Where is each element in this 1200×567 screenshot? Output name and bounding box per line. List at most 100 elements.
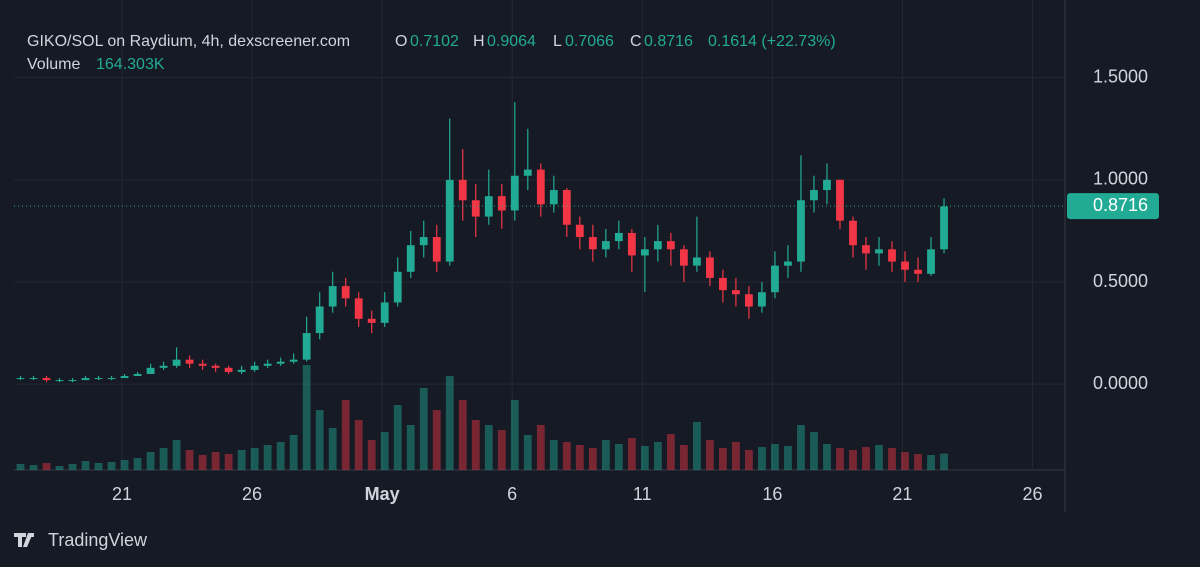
candle-body [471,200,480,217]
volume-bar [692,422,701,470]
volume-value: 164.303K [96,56,165,73]
volume-bar [614,444,623,470]
candle-body [536,169,545,205]
candle-body [367,318,376,323]
volume-bar [445,376,454,470]
volume-bar [94,463,103,470]
volume-bar [940,453,948,470]
volume-bar [523,435,532,470]
volume-bar [862,447,870,470]
volume-bar [914,454,922,470]
marks [14,102,1065,470]
x-tick-label: 26 [242,484,262,504]
x-tick-label: 21 [112,484,132,504]
volume-bar [732,442,740,470]
volume-bar [758,447,766,470]
volume-bar [146,452,155,470]
candle-body [523,169,532,176]
last-price-box [1067,193,1159,220]
candle-body [575,224,584,238]
candle-body [719,277,727,291]
volume-bar [42,463,51,470]
volume-bar [211,452,220,470]
candle-body [94,378,103,380]
volume-bar [172,440,181,470]
candle-body [198,363,207,366]
candle-body [185,359,194,364]
candle-body [393,271,402,303]
candle-body [211,365,220,368]
candle-body [732,290,740,295]
volume-bar [393,405,402,470]
volume-bar [302,365,311,470]
candle-body [354,298,363,319]
candle-body [627,232,636,256]
candle-body [81,378,90,381]
volume-bar [133,458,142,470]
candle-body [862,245,870,254]
candle-body [875,249,883,254]
candle-body [666,241,675,250]
volume-bar [836,448,844,470]
candle-body [263,363,272,366]
candle-body [497,196,506,211]
volume-bar [875,445,883,470]
volume-bar [784,446,792,470]
candle-body [68,380,77,382]
volume-bar [705,440,714,470]
y-tick-label: 0.0000 [1093,373,1148,393]
candle-body [120,376,129,379]
c-label: C [630,33,642,50]
volume-bar [510,400,519,470]
candle-body [705,257,714,278]
y-tick-label: 0.5000 [1093,271,1148,291]
volume-bar [679,445,688,470]
volume-bar [653,442,662,470]
candle-body [797,200,805,262]
change: 0.1614 (+22.73%) [708,33,836,50]
candle-body [614,232,623,242]
volume-bar [810,432,818,470]
volume-bar [719,448,727,470]
candle-body [380,302,389,323]
volume-bar [588,448,597,470]
h-label: H [473,33,485,50]
volume-bar [328,428,337,470]
candle-body [653,241,662,250]
candle-body [784,261,792,266]
volume-bar [497,430,506,470]
candle-body [107,378,116,380]
o-label: O [395,33,407,50]
y-tick-label: 1.5000 [1093,66,1148,86]
h-value: 0.9064 [487,33,536,50]
x-tick-label: 16 [762,484,782,504]
candle-body [640,249,649,256]
volume-bar [627,438,636,470]
volume-bar [823,444,831,470]
candle-body [692,257,701,266]
candle-body [302,333,311,360]
candle-body [810,190,818,201]
volume-bar [367,440,376,470]
volume-bar [198,455,207,470]
volume-bar [16,464,25,470]
candle-body [16,378,25,380]
volume-bar [81,461,90,470]
volume-bar [276,442,285,470]
candle-body [42,378,51,381]
x-tick-label: May [365,484,400,504]
candle-body [823,179,831,191]
candle-body [549,190,558,205]
candle-body [484,196,493,217]
volume-bar [250,448,259,470]
volume-bar [432,410,441,470]
candle-body [250,365,259,370]
candle-body [510,175,519,211]
candle-body [458,179,467,201]
volume-bar [107,462,116,470]
volume-bar [120,460,129,470]
candle-body [836,179,844,221]
last-price-label: 0.8716 [1093,195,1148,215]
candle-body [432,237,441,262]
